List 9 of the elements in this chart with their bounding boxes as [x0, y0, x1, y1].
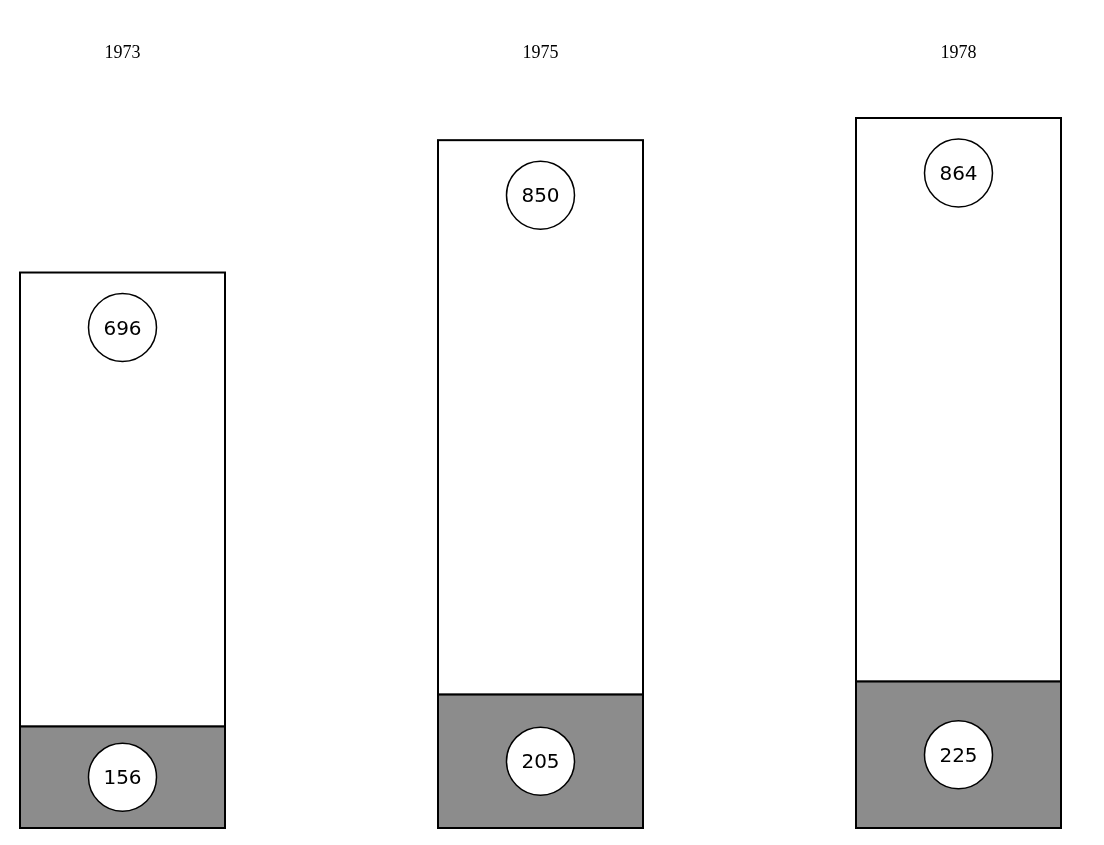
x-tick-label: 1978 — [940, 42, 977, 62]
data-label: 850 — [521, 183, 560, 208]
data-label: 156 — [103, 765, 142, 790]
data-label: 205 — [521, 749, 560, 774]
x-tick-label: 1975 — [522, 42, 559, 62]
data-label: 696 — [103, 315, 142, 340]
data-label: 225 — [939, 742, 978, 767]
data-label: 864 — [939, 161, 978, 185]
x-tick-label: 1973 — [104, 42, 141, 62]
